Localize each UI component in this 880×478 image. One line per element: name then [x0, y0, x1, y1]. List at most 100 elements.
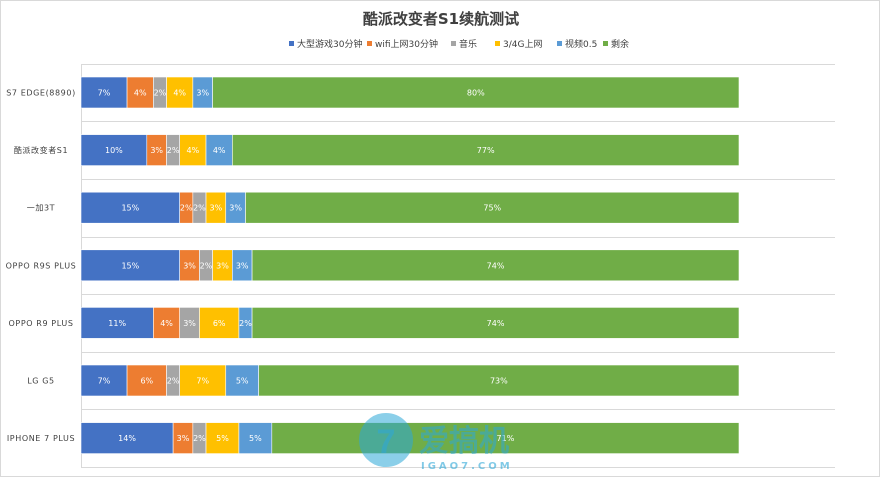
data-label-3-5: 74%: [487, 261, 505, 270]
data-label-1-4: 4%: [213, 146, 226, 155]
bar-segment-5-4: [225, 364, 259, 397]
chart-title: 酷派改变者S1续航测试: [363, 10, 519, 28]
bar-segment-5-1: [126, 364, 167, 397]
data-label-1-1: 3%: [150, 146, 163, 155]
data-label-4-4: 2%: [239, 319, 252, 328]
data-label-6-1: 3%: [177, 434, 190, 443]
data-label-3-3: 3%: [216, 261, 229, 270]
bar-row-4: 11% 4% 3% 6% 2% 74%: [80, 307, 740, 339]
legend-label-3: 3/4G上网: [503, 39, 542, 50]
data-label-3-0: 15%: [121, 261, 139, 270]
bar-segment-3-5: [251, 249, 740, 282]
data-label-2-4: 3%: [229, 204, 242, 213]
legend-swatch-0: [289, 41, 294, 46]
bar-segment-1-3: [179, 134, 207, 166]
data-label-6-0: 14%: [118, 434, 136, 443]
data-label-0-3: 4%: [173, 89, 186, 98]
category-label-0: S7 EDGE(8890): [6, 89, 76, 98]
data-label-2-1: 2%: [180, 204, 193, 213]
watermark-logo-seven: 7: [377, 423, 396, 461]
legend-item-2: 音乐: [451, 38, 477, 50]
watermark-text: 爱搞机: [419, 424, 509, 459]
bars: 7% 4% 2% 4% 3% 80%10% 3% 2% 4% 4% 77%15% 2% 2% 3% 3% 75…: [80, 76, 740, 454]
data-label-4-3: 6%: [213, 319, 226, 328]
data-label-0-1: 4%: [134, 89, 147, 98]
legend-item-0: 大型游戏30分钟: [289, 38, 362, 50]
bar-segment-1-0: [80, 134, 148, 166]
bar-segment-2-5: [245, 191, 740, 224]
data-label-1-2: 2%: [167, 146, 180, 155]
category-label-5: LG G5: [27, 377, 55, 386]
legend-item-3: 3/4G上网: [495, 39, 542, 50]
data-label-5-3: 7%: [196, 377, 209, 386]
bar-row-2: 15% 2% 2% 3% 3% 75%: [80, 191, 740, 224]
legend-item-4: 视频0.5: [557, 38, 597, 50]
category-label-2: 一加3T: [27, 203, 55, 213]
bar-segment-4-1: [153, 307, 181, 339]
data-label-2-3: 3%: [210, 204, 223, 213]
category-label-4: OPPO R9 PLUS: [9, 319, 74, 328]
data-label-0-4: 3%: [196, 89, 209, 98]
legend-swatch-5: [603, 41, 608, 46]
category-label-1: 酷派改变者S1: [14, 145, 68, 155]
legend-label-0: 大型游戏30分钟: [297, 38, 362, 50]
bar-row-0: 7% 4% 2% 4% 3% 80%: [80, 76, 740, 109]
category-label-6: IPHONE 7 PLUS: [7, 434, 75, 443]
data-label-1-5: 77%: [477, 146, 495, 155]
data-label-5-5: 73%: [490, 377, 508, 386]
bar-segment-5-5: [258, 364, 740, 397]
bar-segment-5-3: [179, 364, 227, 397]
legend-swatch-4: [557, 41, 562, 46]
data-label-5-2: 2%: [167, 377, 180, 386]
data-label-5-4: 5%: [236, 377, 249, 386]
data-label-3-4: 3%: [236, 261, 249, 270]
data-label-2-0: 15%: [121, 204, 139, 213]
bar-segment-2-0: [80, 191, 180, 224]
bar-segment-5-0: [80, 364, 128, 397]
bar-segment-0-3: [166, 76, 194, 109]
legend-label-4: 视频0.5: [565, 38, 597, 50]
data-label-3-2: 2%: [200, 261, 213, 270]
watermark-url: IGAO7.COM: [421, 461, 513, 472]
bar-row-5: 7% 6% 2% 7% 5% 73%: [80, 364, 740, 397]
legend-label-1: wifi上网30分钟: [375, 38, 438, 50]
legend-label-5: 剩余: [611, 38, 629, 50]
bar-segment-1-5: [232, 134, 740, 166]
data-label-4-2: 3%: [183, 319, 196, 328]
data-label-2-2: 2%: [193, 204, 206, 213]
legend-swatch-2: [451, 41, 456, 46]
bar-segment-0-1: [126, 76, 154, 109]
data-label-1-3: 4%: [187, 146, 200, 155]
data-label-1-0: 10%: [105, 146, 123, 155]
data-label-4-5: 74%: [487, 319, 505, 328]
data-label-6-5: 71%: [497, 434, 515, 443]
bar-row-6: 14% 3% 2% 5% 5% 71%: [80, 422, 740, 454]
data-label-3-1: 3%: [183, 261, 196, 270]
bar-segment-3-0: [80, 249, 180, 282]
legend: 大型游戏30分钟 wifi上网30分钟 音乐 3/4G上网 视频0.5 剩余: [289, 38, 629, 50]
data-label-4-1: 4%: [160, 319, 173, 328]
legend-item-1: wifi上网30分钟: [367, 38, 438, 50]
row-gridlines: [81, 64, 835, 468]
data-label-6-3: 5%: [216, 434, 229, 443]
bar-row-3: 15% 3% 2% 3% 3% 74%: [80, 249, 740, 282]
data-label-5-0: 7%: [98, 377, 111, 386]
bar-segment-6-5: [271, 422, 740, 454]
bar-segment-0-5: [212, 76, 740, 109]
data-label-5-1: 6%: [140, 377, 153, 386]
watermark-logo-ring: [359, 413, 413, 467]
legend-swatch-3: [495, 41, 500, 46]
data-label-0-5: 80%: [467, 89, 485, 98]
data-label-2-5: 75%: [483, 204, 501, 213]
bar-row-1: 10% 3% 2% 4% 4% 77%: [80, 134, 740, 166]
category-labels: S7 EDGE(8890) 酷派改变者S1 一加3T OPPO R9S PLUS OPP…: [6, 89, 77, 444]
category-label-3: OPPO R9S PLUS: [6, 261, 77, 270]
legend-item-5: 剩余: [603, 38, 629, 50]
bar-segment-4-5: [251, 307, 740, 339]
legend-swatch-1: [367, 41, 372, 46]
bar-segment-4-3: [199, 307, 240, 339]
data-label-6-2: 2%: [193, 434, 206, 443]
legend-label-2: 音乐: [459, 38, 477, 50]
data-label-0-0: 7%: [98, 89, 111, 98]
